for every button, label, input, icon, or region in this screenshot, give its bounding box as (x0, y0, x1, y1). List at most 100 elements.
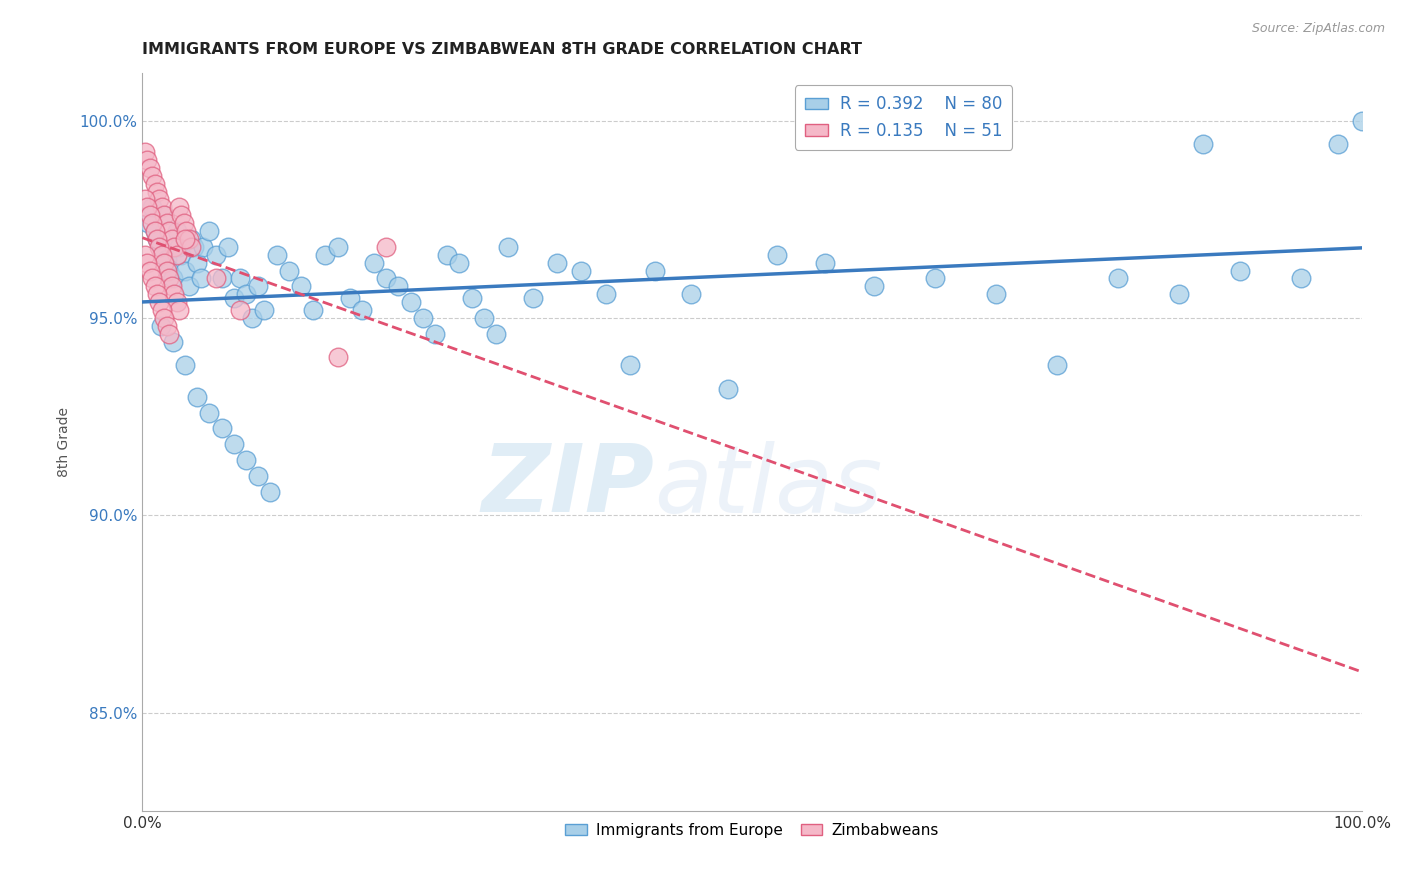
Point (149, 240, 172, 254)
Point (153, 208, 176, 222)
Point (141, 216, 163, 230)
Point (174, 358, 197, 372)
Point (436, 248, 458, 262)
Point (277, 263, 299, 277)
Point (350, 303, 373, 318)
Text: Source: ZipAtlas.com: Source: ZipAtlas.com (1251, 22, 1385, 36)
Point (157, 224, 180, 238)
Point (156, 216, 179, 230)
Point (211, 421, 233, 435)
Point (485, 326, 508, 341)
Point (204, 271, 226, 285)
Point (247, 279, 270, 293)
Point (235, 287, 257, 301)
Point (143, 279, 166, 293)
Point (235, 453, 257, 467)
Point (399, 295, 422, 310)
Point (163, 240, 186, 254)
Point (177, 232, 200, 246)
Point (134, 248, 156, 262)
Point (166, 224, 188, 238)
Point (460, 291, 482, 305)
Point (148, 240, 170, 254)
Point (363, 255, 385, 269)
Point (143, 177, 166, 191)
Point (984, 287, 1007, 301)
Point (198, 406, 221, 420)
Point (222, 291, 245, 305)
Point (146, 287, 169, 301)
Point (149, 318, 172, 333)
Point (412, 310, 434, 325)
Point (193, 240, 215, 254)
Point (717, 382, 740, 396)
Point (153, 255, 176, 269)
Point (302, 303, 325, 318)
Point (183, 240, 205, 254)
Point (314, 248, 336, 262)
Point (339, 291, 361, 305)
Point (148, 295, 170, 310)
Point (180, 232, 202, 246)
Point (266, 248, 288, 262)
Point (141, 169, 163, 183)
Legend: Immigrants from Europe, Zimbabweans: Immigrants from Europe, Zimbabweans (560, 817, 945, 844)
Point (765, 248, 787, 262)
Point (150, 248, 173, 262)
Point (141, 200, 163, 214)
Point (472, 310, 495, 325)
Point (1192, 137, 1215, 152)
Point (571, 263, 593, 277)
Point (153, 208, 176, 222)
Point (143, 224, 166, 238)
Point (217, 240, 239, 254)
Point (222, 437, 245, 451)
Point (177, 279, 200, 293)
Point (166, 248, 188, 262)
Point (449, 255, 471, 269)
Text: atlas: atlas (655, 441, 883, 532)
Point (190, 271, 212, 285)
Point (157, 263, 180, 277)
Point (134, 145, 156, 160)
Point (240, 310, 263, 325)
Point (1168, 287, 1191, 301)
Text: ZIP: ZIP (482, 441, 655, 533)
Point (156, 318, 179, 333)
Point (136, 153, 159, 167)
Point (138, 208, 160, 222)
Point (1107, 271, 1129, 285)
Point (150, 200, 173, 214)
Point (1351, 113, 1374, 128)
Point (423, 326, 446, 341)
Point (1289, 271, 1312, 285)
Point (814, 255, 837, 269)
Point (180, 240, 202, 254)
Point (150, 303, 173, 318)
Point (496, 240, 519, 254)
Point (186, 255, 208, 269)
Point (160, 279, 183, 293)
Point (863, 279, 886, 293)
Y-axis label: 8th Grade: 8th Grade (58, 407, 72, 477)
Point (146, 185, 169, 199)
Point (157, 271, 180, 285)
Point (247, 468, 270, 483)
Point (134, 193, 156, 207)
Point (595, 287, 617, 301)
Point (146, 232, 169, 246)
Point (136, 255, 159, 269)
Point (387, 279, 409, 293)
Point (170, 248, 193, 262)
Point (1326, 137, 1348, 152)
Point (148, 193, 170, 207)
Point (174, 232, 197, 246)
Point (167, 303, 190, 318)
Point (211, 271, 233, 285)
Point (157, 326, 180, 341)
Point (259, 484, 281, 499)
Point (170, 208, 193, 222)
Point (136, 200, 159, 214)
Point (163, 287, 186, 301)
Point (166, 295, 188, 310)
